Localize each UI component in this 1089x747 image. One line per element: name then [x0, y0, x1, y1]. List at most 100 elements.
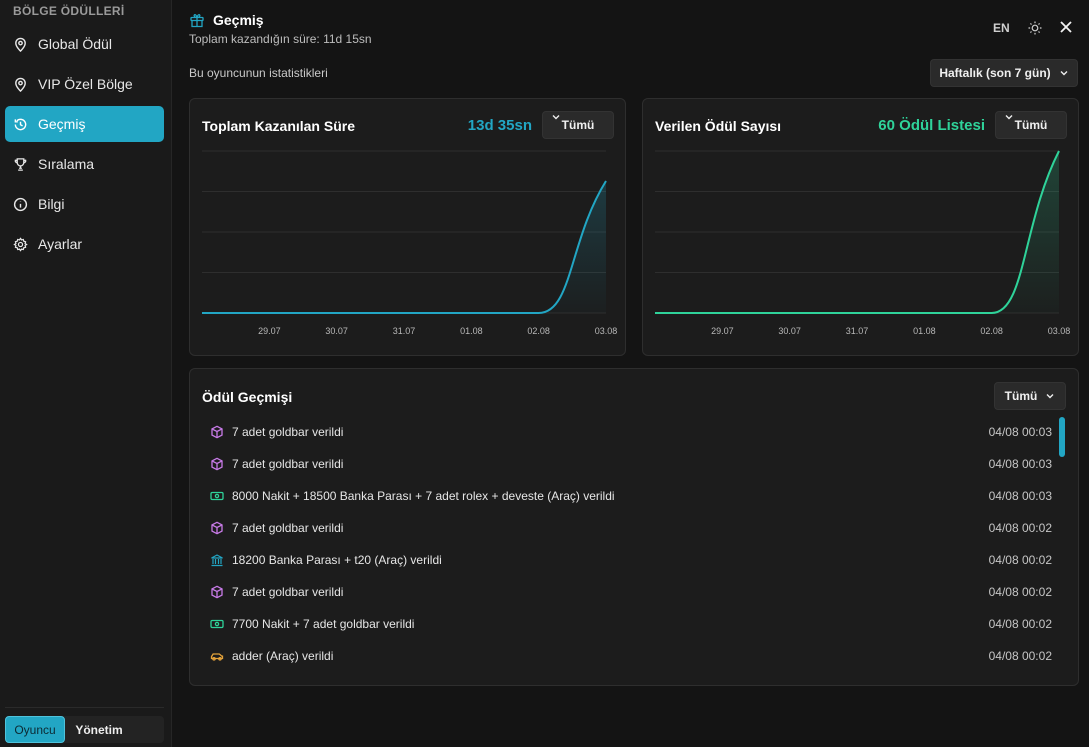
gift-icon	[190, 13, 204, 28]
box-icon	[211, 585, 223, 599]
history-row-text: 7700 Nakit + 7 adet goldbar verildi	[232, 617, 415, 631]
rewards-chart-svg: 29.07 30.07 31.07 01.08 02.08 03.08	[654, 150, 1071, 336]
sidebar-item-label: Sıralama	[38, 156, 95, 172]
history-row: adder (Araç) verildi 04/08 00:02	[210, 640, 1052, 672]
chevron-down-icon	[1046, 394, 1054, 399]
sidebar: BÖLGE ÖDÜLLERİ Global Ödül VIP Özel Bölg…	[0, 0, 172, 747]
bank-icon	[211, 554, 223, 567]
history-row-time: 04/08 00:03	[988, 489, 1052, 503]
chart-filter-value: Tümü	[561, 118, 595, 132]
page-subtitle: Toplam kazandığın süre: 11d 15sn	[189, 32, 372, 46]
sidebar-item-ayarlar[interactable]: Ayarlar	[5, 226, 164, 262]
chart-tick-label: 30.07	[325, 326, 348, 336]
sidebar-item-global-odul[interactable]: Global Ödül	[5, 26, 164, 62]
chart-filter-select[interactable]: Tümü	[995, 111, 1067, 139]
history-row-text: 8000 Nakit + 18500 Banka Parası + 7 adet…	[232, 489, 615, 503]
role-switch: Oyuncu Yönetim	[5, 716, 164, 743]
history-row-time: 04/08 00:03	[988, 457, 1052, 471]
chart-tick-label: 29.07	[711, 326, 734, 336]
history-title: Ödül Geçmişi	[202, 389, 293, 405]
chart-tick-label: 03.08	[595, 326, 618, 336]
chart-area	[655, 151, 1059, 313]
chevron-down-icon	[1005, 115, 1013, 120]
chart-series-line	[202, 180, 607, 314]
chart-area	[202, 180, 606, 313]
history-row: 18200 Banka Parası + t20 (Araç) verildi …	[210, 544, 1052, 576]
history-row-time: 04/08 00:02	[988, 521, 1052, 535]
box-icon	[211, 457, 223, 471]
chart-tick-label: 01.08	[460, 326, 483, 336]
history-row-time: 04/08 00:02	[988, 617, 1052, 631]
history-scrollbar[interactable]	[1059, 417, 1065, 457]
chevron-down-icon	[552, 115, 560, 120]
sidebar-title: BÖLGE ÖDÜLLERİ	[13, 4, 125, 18]
history-row-time: 04/08 00:02	[988, 585, 1052, 599]
chart-tick-label: 30.07	[778, 326, 801, 336]
history-row-text: 18200 Banka Parası + t20 (Araç) verildi	[232, 553, 442, 567]
sidebar-item-bilgi[interactable]: Bilgi	[5, 186, 164, 222]
cash-icon	[210, 619, 224, 629]
box-icon	[211, 521, 223, 535]
sun-icon[interactable]	[1027, 20, 1043, 36]
chart-title: Toplam Kazanılan Süre	[202, 118, 355, 134]
history-row-text: 7 adet goldbar verildi	[232, 425, 344, 439]
sidebar-item-label: Bilgi	[38, 196, 65, 212]
chart-filter-value: Tümü	[1014, 118, 1048, 132]
history-icon	[14, 118, 27, 130]
role-admin-button[interactable]: Yönetim	[75, 722, 123, 737]
chart-panel-time: 29.07 30.07 31.07 01.08 02.08 03.08 Toplam Ka…	[189, 98, 626, 356]
sidebar-item-label: Ayarlar	[38, 236, 83, 252]
history-row-time: 04/08 00:02	[988, 553, 1052, 567]
chart-tick-label: 31.07	[846, 326, 869, 336]
history-row: 7700 Nakit + 7 adet goldbar verildi 04/0…	[210, 608, 1052, 640]
sidebar-item-label: VIP Özel Bölge	[38, 76, 133, 92]
stats-label: Bu oyuncunun istatistikleri	[189, 66, 328, 80]
history-row: 7 adet goldbar verildi 04/08 00:03	[210, 448, 1052, 480]
sidebar-item-label: Global Ödül	[38, 36, 112, 52]
page-title: Geçmiş	[213, 12, 264, 28]
sidebar-item-gecmis[interactable]: Geçmiş	[5, 106, 164, 142]
cash-icon	[210, 491, 224, 501]
history-row-text: 7 adet goldbar verildi	[232, 457, 344, 471]
history-row: 7 adet goldbar verildi 04/08 00:02	[210, 576, 1052, 608]
chevron-down-icon	[1060, 71, 1068, 76]
chart-tick-label: 02.08	[527, 326, 550, 336]
chart-series-line	[655, 150, 1060, 314]
sidebar-nav: Global Ödül VIP Özel Bölge Geçmiş Sırala…	[5, 26, 164, 266]
trophy-icon	[14, 157, 27, 171]
history-panel: Ödül Geçmişi Tümü 7 adet goldbar verildi…	[189, 368, 1079, 686]
chart-tick-label: 01.08	[913, 326, 936, 336]
period-select[interactable]: Haftalık (son 7 gün)	[930, 59, 1078, 87]
history-row-text: 7 adet goldbar verildi	[232, 521, 344, 535]
chart-tick-label: 02.08	[980, 326, 1003, 336]
close-icon[interactable]	[1059, 20, 1073, 34]
chart-tick-label: 31.07	[393, 326, 416, 336]
chart-panel-rewards: 29.07 30.07 31.07 01.08 02.08 03.08 Verilen Ö…	[642, 98, 1079, 356]
map-pin-icon	[15, 37, 26, 52]
history-row-text: adder (Araç) verildi	[232, 649, 334, 663]
history-filter-value: Tümü	[1004, 389, 1038, 403]
language-toggle[interactable]: EN	[993, 21, 1010, 35]
chart-value: 13d 35sn	[467, 117, 532, 134]
chart-filter-select[interactable]: Tümü	[542, 111, 614, 139]
period-select-value: Haftalık (son 7 gün)	[939, 66, 1051, 80]
chart-value: 60 Ödül Listesi	[878, 117, 985, 134]
box-icon	[211, 425, 223, 439]
role-player-button[interactable]: Oyuncu	[5, 716, 65, 743]
info-icon	[13, 197, 28, 211]
chart-tick-label: 03.08	[1048, 326, 1071, 336]
gear-icon	[13, 236, 28, 252]
chart-tick-label: 29.07	[258, 326, 281, 336]
map-pin-icon	[15, 77, 26, 92]
history-row-text: 7 adet goldbar verildi	[232, 585, 344, 599]
time-chart-svg: 29.07 30.07 31.07 01.08 02.08 03.08	[201, 150, 618, 336]
history-row: 8000 Nakit + 18500 Banka Parası + 7 adet…	[210, 480, 1052, 512]
history-row: 7 adet goldbar verildi 04/08 00:02	[210, 512, 1052, 544]
chart-title: Verilen Ödül Sayısı	[655, 118, 782, 134]
sidebar-item-vip-ozel-bolge[interactable]: VIP Özel Bölge	[5, 66, 164, 102]
sidebar-item-siralama[interactable]: Sıralama	[5, 146, 164, 182]
history-row: 7 adet goldbar verildi 04/08 00:03	[210, 416, 1052, 448]
history-filter-select[interactable]: Tümü	[994, 382, 1066, 410]
history-row-time: 04/08 00:03	[988, 425, 1052, 439]
